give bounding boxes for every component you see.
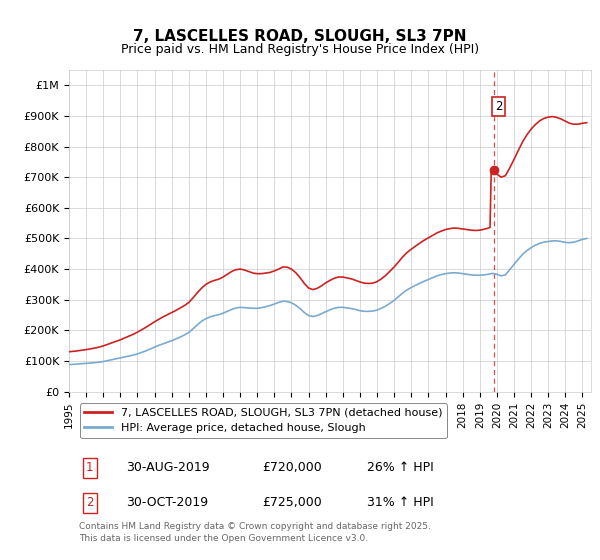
Text: 30-OCT-2019: 30-OCT-2019 (127, 496, 209, 510)
Text: 31% ↑ HPI: 31% ↑ HPI (367, 496, 433, 510)
Text: 26% ↑ HPI: 26% ↑ HPI (367, 461, 433, 474)
Text: 1: 1 (86, 461, 94, 474)
Text: 7, LASCELLES ROAD, SLOUGH, SL3 7PN: 7, LASCELLES ROAD, SLOUGH, SL3 7PN (133, 29, 467, 44)
Text: £725,000: £725,000 (262, 496, 322, 510)
Text: £720,000: £720,000 (262, 461, 322, 474)
Text: Price paid vs. HM Land Registry's House Price Index (HPI): Price paid vs. HM Land Registry's House … (121, 43, 479, 56)
Text: 30-AUG-2019: 30-AUG-2019 (127, 461, 210, 474)
Text: 2: 2 (86, 496, 94, 510)
Legend: 7, LASCELLES ROAD, SLOUGH, SL3 7PN (detached house), HPI: Average price, detache: 7, LASCELLES ROAD, SLOUGH, SL3 7PN (deta… (80, 403, 447, 438)
Text: 2: 2 (495, 100, 502, 113)
Text: Contains HM Land Registry data © Crown copyright and database right 2025.
This d: Contains HM Land Registry data © Crown c… (79, 522, 431, 543)
